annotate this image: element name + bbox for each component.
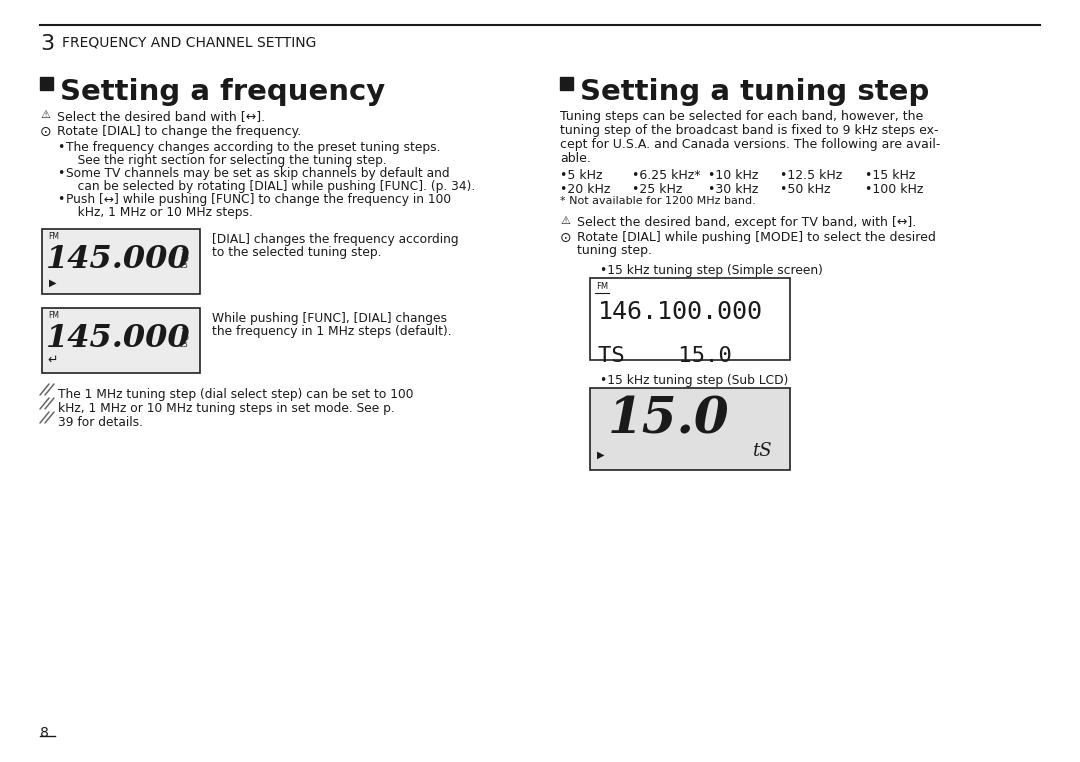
Bar: [40, 77, 53, 90]
Text: ⚠: ⚠: [561, 216, 570, 226]
Text: •50 kHz: •50 kHz: [780, 183, 831, 196]
Text: •: •: [57, 193, 65, 206]
Text: Setting a frequency: Setting a frequency: [60, 78, 386, 106]
Text: •15 kHz: •15 kHz: [865, 169, 916, 182]
Text: Tuning steps can be selected for each band, however, the: Tuning steps can be selected for each ba…: [561, 110, 923, 123]
Text: 39 for details.: 39 for details.: [58, 416, 143, 429]
Text: 3: 3: [40, 34, 54, 54]
Text: •100 kHz: •100 kHz: [865, 183, 923, 196]
FancyBboxPatch shape: [42, 308, 200, 373]
Text: 75
50
25: 75 50 25: [180, 249, 189, 269]
Bar: [561, 77, 573, 90]
Text: able.: able.: [561, 152, 591, 165]
Text: cept for U.S.A. and Canada versions. The following are avail-: cept for U.S.A. and Canada versions. The…: [561, 138, 941, 151]
Text: * Not available for 1200 MHz band.: * Not available for 1200 MHz band.: [561, 196, 756, 206]
Text: While pushing [FUNC], [DIAL] changes: While pushing [FUNC], [DIAL] changes: [212, 312, 447, 325]
Text: •15 kHz tuning step (Simple screen): •15 kHz tuning step (Simple screen): [600, 264, 823, 277]
Text: kHz, 1 MHz or 10 MHz steps.: kHz, 1 MHz or 10 MHz steps.: [66, 206, 253, 219]
Text: Select the desired band with [↔].: Select the desired band with [↔].: [57, 110, 265, 123]
Text: ⊙: ⊙: [561, 231, 571, 245]
Text: The 1 MHz tuning step (dial select step) can be set to 100: The 1 MHz tuning step (dial select step)…: [58, 388, 414, 401]
Text: Some TV channels may be set as skip channels by default and: Some TV channels may be set as skip chan…: [66, 167, 449, 180]
Text: Rotate [DIAL] to change the frequency.: Rotate [DIAL] to change the frequency.: [57, 125, 301, 138]
Text: FM: FM: [48, 232, 59, 241]
Text: ▶: ▶: [49, 278, 56, 288]
Text: •: •: [57, 167, 65, 180]
Text: ⊙: ⊙: [40, 125, 52, 139]
Text: tS: tS: [752, 442, 771, 460]
Text: 8: 8: [40, 726, 49, 740]
Text: the frequency in 1 MHz steps (default).: the frequency in 1 MHz steps (default).: [212, 325, 451, 338]
Text: 146.100.000: 146.100.000: [598, 300, 762, 324]
Text: TS    15.0: TS 15.0: [598, 346, 732, 366]
Text: •20 kHz: •20 kHz: [561, 183, 610, 196]
Text: Push [↔] while pushing [FUNC] to change the frequency in 100: Push [↔] while pushing [FUNC] to change …: [66, 193, 451, 206]
Text: FREQUENCY AND CHANNEL SETTING: FREQUENCY AND CHANNEL SETTING: [62, 36, 316, 50]
Text: •5 kHz: •5 kHz: [561, 169, 603, 182]
Text: FM: FM: [596, 282, 608, 291]
Text: ▶: ▶: [597, 450, 605, 460]
FancyBboxPatch shape: [590, 278, 789, 360]
Text: •15 kHz tuning step (Sub LCD): •15 kHz tuning step (Sub LCD): [600, 374, 788, 387]
Text: 145.000: 145.000: [46, 244, 191, 275]
Text: kHz, 1 MHz or 10 MHz tuning steps in set mode. See p.: kHz, 1 MHz or 10 MHz tuning steps in set…: [58, 402, 395, 415]
Text: 145.000: 145.000: [46, 323, 191, 354]
Text: tuning step of the broadcast band is fixed to 9 kHz steps ex-: tuning step of the broadcast band is fix…: [561, 124, 939, 137]
Text: •6.25 kHz*: •6.25 kHz*: [632, 169, 701, 182]
Text: •30 kHz: •30 kHz: [708, 183, 758, 196]
Text: tuning step.: tuning step.: [577, 244, 652, 257]
Text: [DIAL] changes the frequency according: [DIAL] changes the frequency according: [212, 233, 459, 246]
Text: to the selected tuning step.: to the selected tuning step.: [212, 246, 381, 259]
FancyBboxPatch shape: [590, 388, 789, 470]
Text: Setting a tuning step: Setting a tuning step: [580, 78, 929, 106]
Text: FM: FM: [48, 311, 59, 320]
Text: can be selected by rotating [DIAL] while pushing [FUNC]. (p. 34).: can be selected by rotating [DIAL] while…: [66, 180, 475, 193]
Text: Select the desired band, except for TV band, with [↔].: Select the desired band, except for TV b…: [577, 216, 916, 229]
Text: ↵: ↵: [48, 354, 57, 367]
Text: Rotate [DIAL] while pushing [MODE] to select the desired: Rotate [DIAL] while pushing [MODE] to se…: [577, 231, 936, 244]
FancyBboxPatch shape: [42, 229, 200, 294]
Text: •10 kHz: •10 kHz: [708, 169, 758, 182]
Text: 15.0: 15.0: [608, 396, 730, 445]
Text: The frequency changes according to the preset tuning steps.: The frequency changes according to the p…: [66, 141, 441, 154]
Text: See the right section for selecting the tuning step.: See the right section for selecting the …: [66, 154, 387, 167]
Text: ⚠: ⚠: [40, 110, 50, 120]
Text: •25 kHz: •25 kHz: [632, 183, 683, 196]
Text: •12.5 kHz: •12.5 kHz: [780, 169, 842, 182]
Text: •: •: [57, 141, 65, 154]
Text: 75
50
25: 75 50 25: [180, 328, 189, 348]
